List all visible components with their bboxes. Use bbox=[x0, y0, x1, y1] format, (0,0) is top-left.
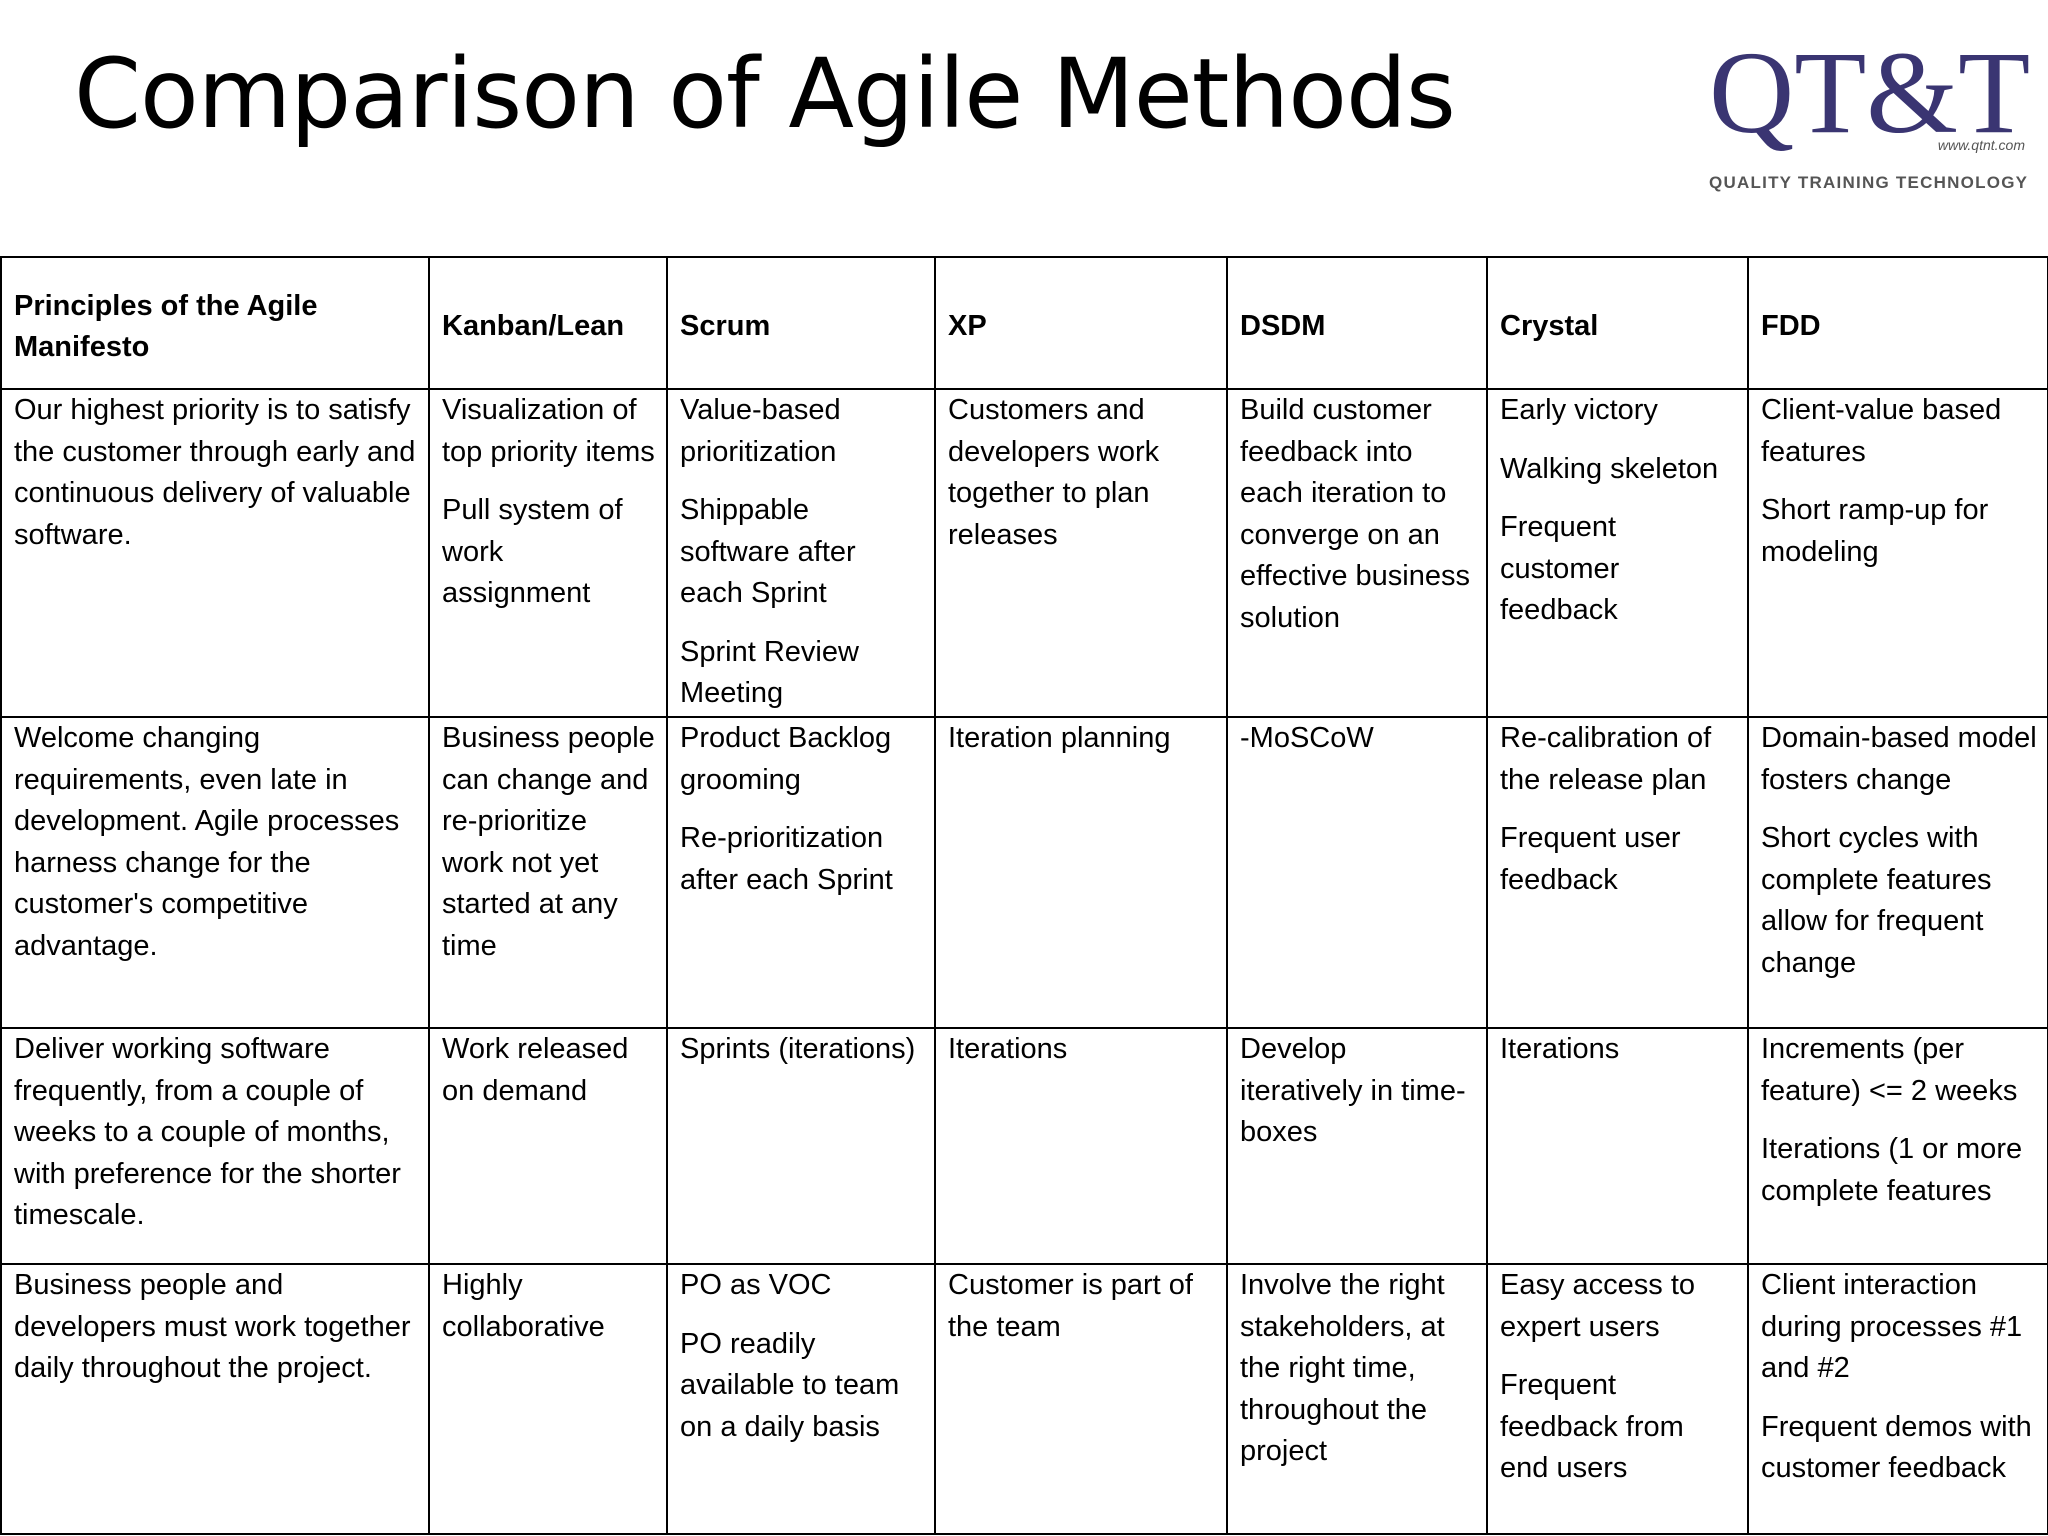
method-cell: Value-based prioritization Shippable soft… bbox=[666, 388, 936, 718]
cell-text: Short ramp-up for modeling bbox=[1761, 494, 1989, 568]
logo-tagline: QUALITY TRAINING TECHNOLOGY bbox=[1709, 173, 2028, 192]
method-cell: Client-value based features Short ramp-up… bbox=[1747, 388, 2048, 718]
table-row: Deliver working software frequently, fro… bbox=[0, 1027, 2048, 1265]
method-cell: -MoSCoW bbox=[1226, 716, 1488, 1029]
cell-text: Work released on demand bbox=[442, 1033, 629, 1107]
cell-text: Value-based prioritization bbox=[680, 394, 841, 468]
logo-mark: QT&T bbox=[1709, 27, 2030, 158]
cell-text: Pull system of work assignment bbox=[442, 494, 623, 609]
cell-text: Frequent customer feedback bbox=[1500, 511, 1620, 626]
column-header: Crystal bbox=[1486, 256, 1749, 390]
cell-text: Customers and developers work together t… bbox=[948, 394, 1160, 551]
cell-text: Business people and developers must work… bbox=[14, 1269, 411, 1384]
cell-text: Increments (per feature) <= 2 weeks bbox=[1761, 1033, 2018, 1107]
method-cell: Product Backlog grooming Re-prioritizatio… bbox=[666, 716, 936, 1029]
method-cell: Re-calibration of the release plan Freque… bbox=[1486, 716, 1749, 1029]
cell-text: Early victory bbox=[1500, 394, 1658, 426]
method-cell: Customer is part of the team bbox=[934, 1263, 1228, 1535]
cell-text: Iterations bbox=[1500, 1033, 1620, 1065]
method-cell: Increments (per feature) <= 2 weeks Itera… bbox=[1747, 1027, 2048, 1265]
method-cell: Easy access to expert users Frequent feed… bbox=[1486, 1263, 1749, 1535]
cell-text: Build customer feedback into each iterat… bbox=[1240, 394, 1470, 634]
column-header: Principles of the Agile Manifesto bbox=[0, 256, 430, 390]
cell-text: Iterations bbox=[948, 1033, 1068, 1065]
method-cell: Business people can change and re-priori… bbox=[428, 716, 668, 1029]
cell-text: Business people can change and re-priori… bbox=[442, 722, 655, 962]
cell-text: Iteration planning bbox=[948, 722, 1171, 754]
cell-text: Short cycles with complete features allo… bbox=[1761, 822, 1992, 979]
cell-text: Domain-based model fosters change bbox=[1761, 722, 2037, 796]
method-cell: Domain-based model fosters change Short c… bbox=[1747, 716, 2048, 1029]
column-header: XP bbox=[934, 256, 1228, 390]
cell-text: Re-calibration of the release plan bbox=[1500, 722, 1712, 796]
cell-text: Sprint Review Meeting bbox=[680, 635, 859, 710]
cell-text: Highly collaborative bbox=[442, 1269, 605, 1343]
cell-text: Frequent user feedback bbox=[1500, 822, 1681, 896]
cell-text: Walking skeleton bbox=[1500, 452, 1719, 485]
cell-text: Welcome changing requirements, even late… bbox=[14, 722, 400, 962]
column-header: Kanban/Lean bbox=[428, 256, 668, 390]
logo-url: www.qtnt.com bbox=[1938, 137, 2025, 153]
method-cell: Develop iteratively in time-boxes bbox=[1226, 1027, 1488, 1265]
principle-cell: Welcome changing requirements, even late… bbox=[0, 716, 430, 1029]
cell-text: Shippable software after each Sprint bbox=[680, 494, 856, 609]
method-cell: Iteration planning bbox=[934, 716, 1228, 1029]
cell-text: PO as VOC bbox=[680, 1269, 832, 1301]
cell-text: Client-value based features bbox=[1761, 394, 2002, 468]
method-cell: Iterations bbox=[934, 1027, 1228, 1265]
cell-text: Frequent feedback from end users bbox=[1500, 1369, 1684, 1484]
column-header: DSDM bbox=[1226, 256, 1488, 390]
cell-text: Visualization of top priority items bbox=[442, 394, 655, 468]
slide-title: Comparison of Agile Methods bbox=[74, 38, 1456, 150]
column-header: FDD bbox=[1747, 256, 2048, 390]
method-cell: Build customer feedback into each iterat… bbox=[1226, 388, 1488, 718]
logo: QT&T www.qtnt.com QUALITY TRAINING TECHN… bbox=[1709, 27, 2030, 192]
method-cell: Sprints (iterations) bbox=[666, 1027, 936, 1265]
column-header: Scrum bbox=[666, 256, 936, 390]
table-row: Business people and developers must work… bbox=[0, 1263, 2048, 1535]
table-row: Our highest priority is to satisfy the c… bbox=[0, 388, 2048, 718]
method-cell: Client interaction during processes #1 a… bbox=[1747, 1263, 2048, 1535]
cell-text: Easy access to expert users bbox=[1500, 1269, 1696, 1343]
cell-text: Product Backlog grooming bbox=[680, 722, 892, 796]
cell-text: Customer is part of the team bbox=[948, 1269, 1193, 1343]
method-cell: PO as VOC PO readily available to team on… bbox=[666, 1263, 936, 1535]
cell-text: Our highest priority is to satisfy the c… bbox=[14, 394, 416, 551]
cell-text: -MoSCoW bbox=[1240, 722, 1374, 754]
cell-text: Deliver working software frequently, fro… bbox=[14, 1033, 401, 1231]
method-cell: Visualization of top priority items Pull … bbox=[428, 388, 668, 718]
principle-cell: Deliver working software frequently, fro… bbox=[0, 1027, 430, 1265]
cell-text: Sprints (iterations) bbox=[680, 1033, 916, 1065]
method-cell: Iterations bbox=[1486, 1027, 1749, 1265]
method-cell: Early victory Walking skeleton Frequent cu… bbox=[1486, 388, 1749, 718]
method-cell: Involve the right stakeholders, at the r… bbox=[1226, 1263, 1488, 1535]
cell-text: Develop iteratively in time-boxes bbox=[1240, 1033, 1466, 1148]
cell-text: Involve the right stakeholders, at the r… bbox=[1240, 1269, 1445, 1467]
method-cell: Highly collaborative bbox=[428, 1263, 668, 1535]
cell-text: Iterations (1 or more complete features bbox=[1761, 1133, 2023, 1207]
cell-text: Re-prioritization after each Sprint bbox=[680, 822, 893, 896]
cell-text: PO readily available to team on a daily … bbox=[680, 1327, 900, 1443]
comparison-table: Principles of the Agile Manifesto Kanban/… bbox=[0, 256, 2048, 1535]
method-cell: Work released on demand bbox=[428, 1027, 668, 1265]
cell-text: Frequent demos with customer feedback bbox=[1761, 1410, 2032, 1485]
principle-cell: Business people and developers must work… bbox=[0, 1263, 430, 1535]
table-row: Welcome changing requirements, even late… bbox=[0, 716, 2048, 1029]
header-row: Principles of the Agile Manifesto Kanban/… bbox=[0, 256, 2048, 390]
cell-text: Client interaction during processes #1 a… bbox=[1761, 1269, 2023, 1384]
principle-cell: Our highest priority is to satisfy the c… bbox=[0, 388, 430, 718]
method-cell: Customers and developers work together t… bbox=[934, 388, 1228, 718]
